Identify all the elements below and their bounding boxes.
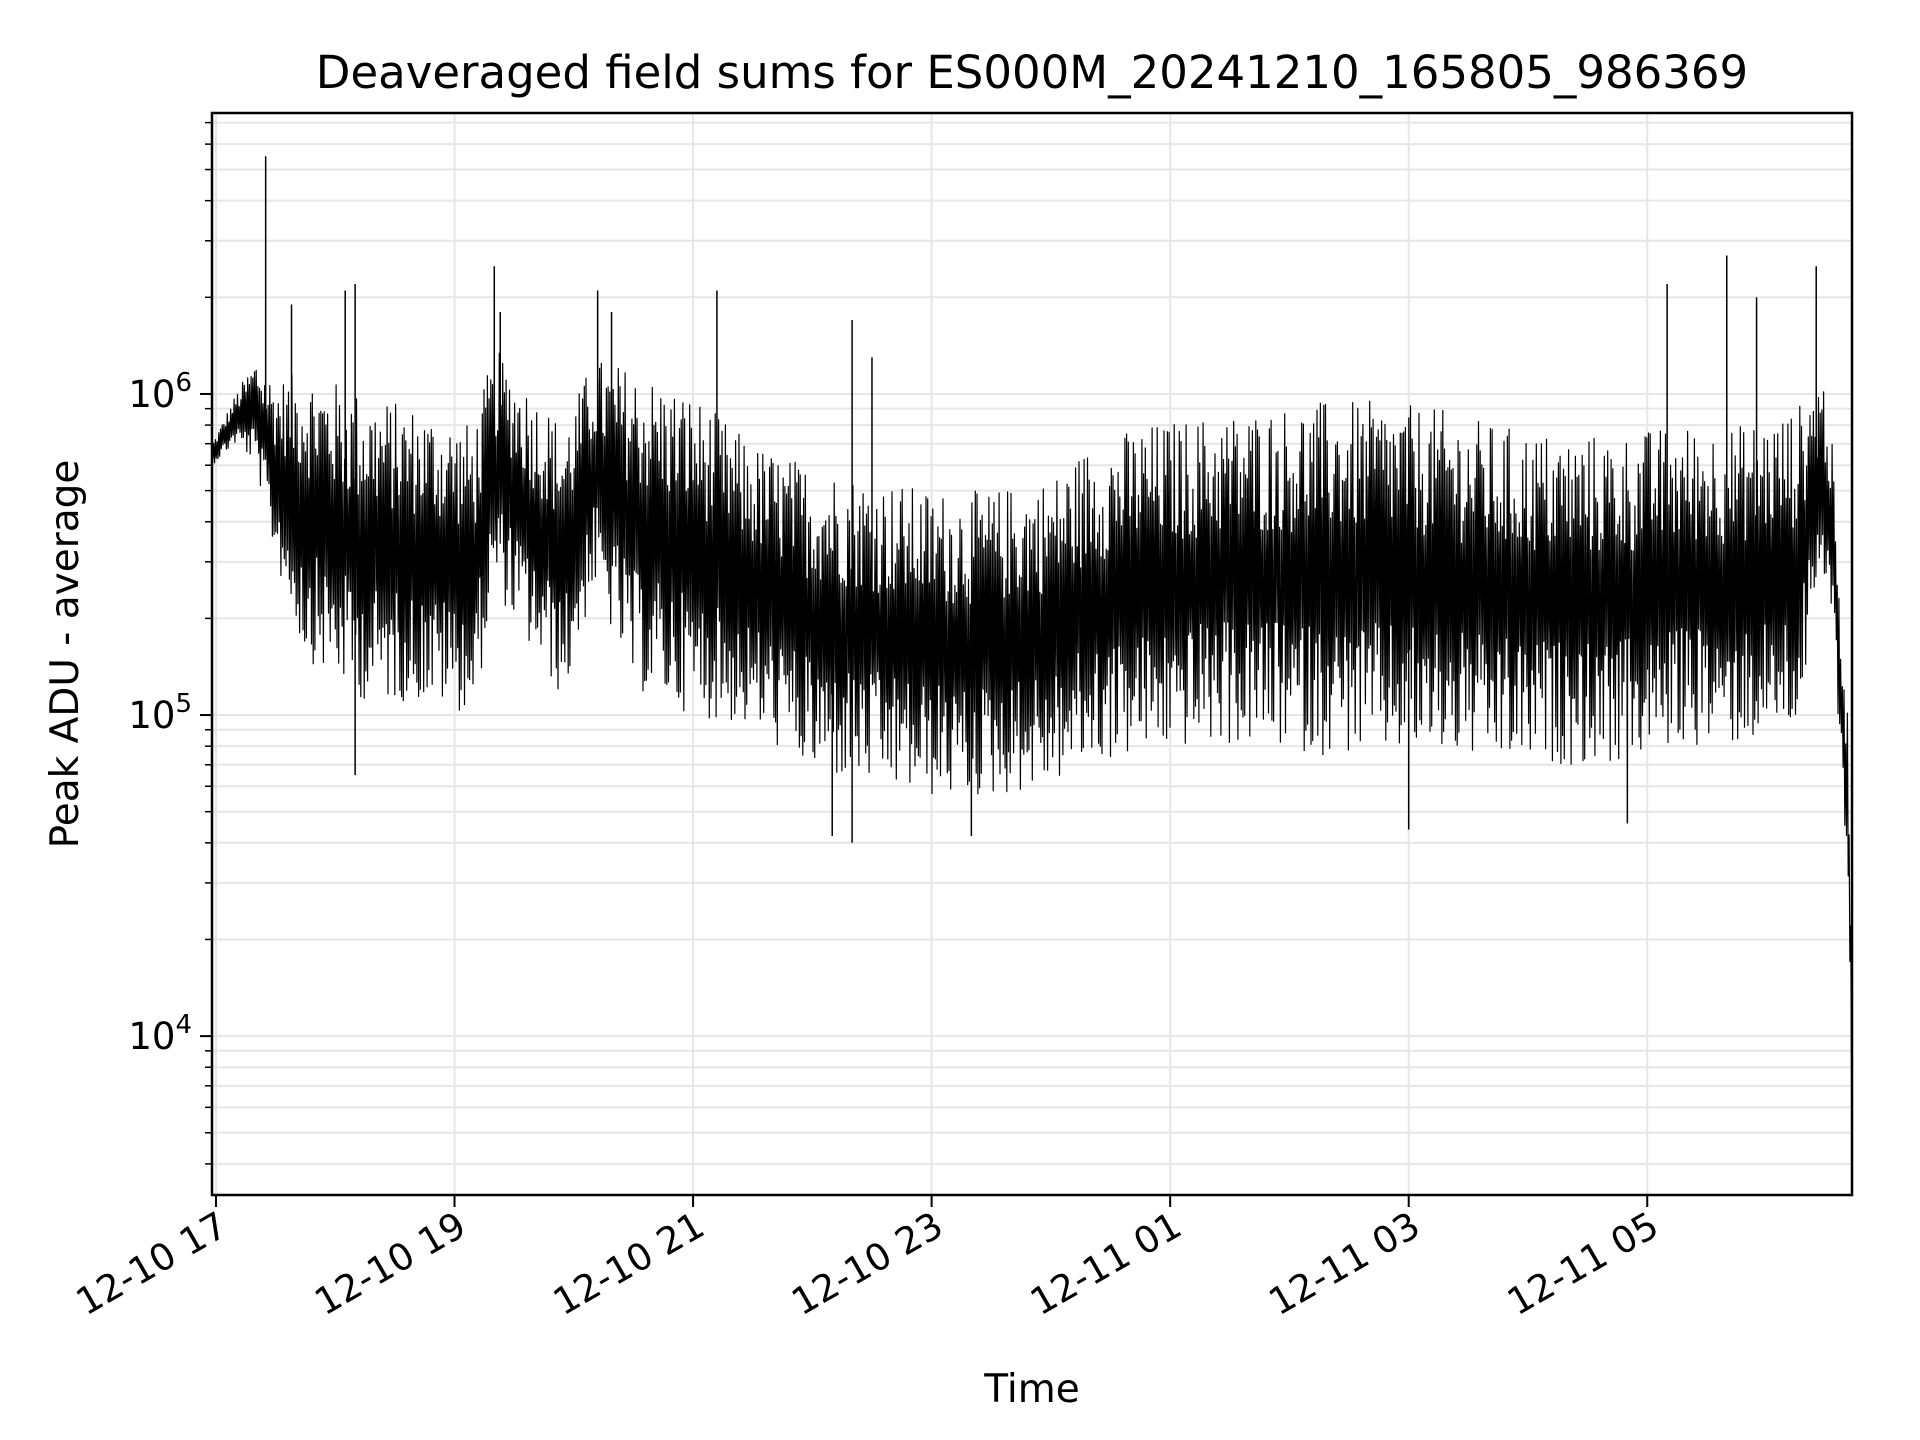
- x-tick-label: 12-10 17: [69, 1204, 235, 1324]
- x-tick-label: 12-10 23: [785, 1204, 951, 1324]
- y-axis-label: Peak ADU - average: [43, 460, 88, 849]
- x-tick-label: 12-10 21: [546, 1204, 712, 1324]
- x-tick-label: 12-11 03: [1262, 1204, 1428, 1324]
- x-tick-label: 12-11 01: [1023, 1204, 1189, 1324]
- x-axis-label: Time: [983, 1367, 1079, 1412]
- y-tick-label: 105: [128, 689, 192, 737]
- y-tick-label: 104: [128, 1010, 192, 1058]
- plot-frame: [210, 111, 1854, 1197]
- x-tick-label: 12-10 19: [307, 1204, 473, 1324]
- chart-title: Deaveraged field sums for ES000M_2024121…: [316, 46, 1748, 99]
- series-line: [211, 156, 1853, 1107]
- y-tick-label: 106: [128, 368, 192, 416]
- x-tick-label: 12-11 05: [1500, 1204, 1666, 1324]
- series-trace: [211, 352, 1853, 1107]
